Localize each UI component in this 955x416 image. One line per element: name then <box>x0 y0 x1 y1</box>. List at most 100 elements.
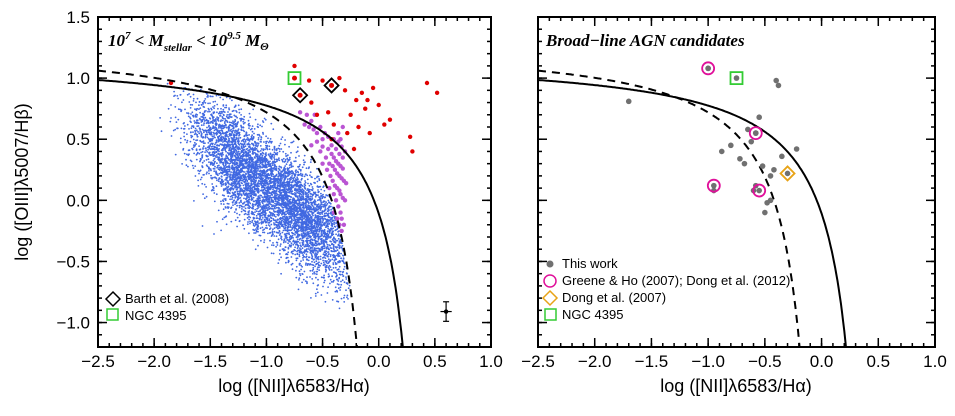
sdss-galaxy-point <box>317 211 320 213</box>
sdss-galaxy-point <box>203 183 206 186</box>
sdss-galaxy-point <box>267 204 269 207</box>
sdss-galaxy-point <box>206 126 208 129</box>
sdss-galaxy-point <box>312 264 315 267</box>
sdss-galaxy-point <box>327 199 330 202</box>
sdss-galaxy-point <box>278 165 281 168</box>
sdss-galaxy-point <box>323 209 326 212</box>
sdss-galaxy-point <box>223 122 226 124</box>
sdss-galaxy-point <box>247 212 250 214</box>
sdss-galaxy-point <box>259 124 262 127</box>
sdss-galaxy-point <box>202 145 205 148</box>
sdss-galaxy-point <box>196 97 199 100</box>
sdss-galaxy-point <box>319 255 322 258</box>
sdss-galaxy-point <box>215 127 218 130</box>
sdss-galaxy-point <box>242 202 245 205</box>
sdss-galaxy-point <box>228 141 231 143</box>
sdss-galaxy-point <box>207 131 210 134</box>
sdss-galaxy-point <box>233 180 236 183</box>
sdss-galaxy-point <box>251 134 254 137</box>
sdss-galaxy-point <box>335 289 338 292</box>
sdss-galaxy-point <box>276 198 279 201</box>
sdss-galaxy-point <box>262 231 264 234</box>
sdss-galaxy-point <box>284 152 287 155</box>
sdss-galaxy-point <box>238 147 241 150</box>
sdss-galaxy-point <box>275 235 278 238</box>
sdss-galaxy-point <box>304 161 306 164</box>
sdss-galaxy-point <box>231 168 234 170</box>
sdss-galaxy-point <box>256 220 259 223</box>
sdss-galaxy-point <box>323 247 326 250</box>
sdss-galaxy-point <box>262 189 265 191</box>
sdss-galaxy-point <box>283 213 286 216</box>
sdss-galaxy-point <box>232 109 235 112</box>
sdss-galaxy-point <box>313 261 316 264</box>
sdss-galaxy-point <box>195 119 198 122</box>
sdss-galaxy-point <box>296 216 298 219</box>
sdss-galaxy-point <box>311 278 314 280</box>
sdss-galaxy-point <box>258 155 261 158</box>
sdss-galaxy-point <box>307 235 310 238</box>
sdss-galaxy-point <box>326 202 329 205</box>
sdss-galaxy-point <box>295 202 298 205</box>
sdss-galaxy-point <box>218 172 221 175</box>
sdss-galaxy-point <box>308 184 311 187</box>
sdss-galaxy-point <box>253 132 255 135</box>
sdss-galaxy-point <box>197 179 200 182</box>
sdss-galaxy-point <box>233 136 236 138</box>
sdss-galaxy-point <box>243 178 246 181</box>
sdss-galaxy-point <box>270 217 273 220</box>
sdss-galaxy-point <box>247 142 250 145</box>
sdss-galaxy-point <box>201 112 204 115</box>
sdss-galaxy-point <box>220 153 223 156</box>
sdss-galaxy-point <box>184 108 186 111</box>
sdss-galaxy-point <box>335 222 337 225</box>
sdss-galaxy-point <box>248 215 250 218</box>
sdss-galaxy-point <box>172 129 175 132</box>
sdss-galaxy-point <box>329 278 332 281</box>
sdss-galaxy-point <box>309 236 311 239</box>
sdss-galaxy-point <box>329 255 332 258</box>
sdss-galaxy-point <box>299 244 302 247</box>
sdss-galaxy-point <box>215 177 218 180</box>
sdss-galaxy-point <box>317 214 319 217</box>
sdss-galaxy-point <box>240 210 243 213</box>
sdss-galaxy-point <box>211 183 214 185</box>
sdss-galaxy-point <box>327 227 329 230</box>
sdss-galaxy-point <box>235 178 238 181</box>
sdss-galaxy-point <box>307 182 309 185</box>
sdss-galaxy-point <box>243 206 245 208</box>
sdss-galaxy-point <box>206 151 209 153</box>
sdss-galaxy-point <box>304 192 307 194</box>
sdss-galaxy-point <box>248 205 251 208</box>
sdss-galaxy-point <box>215 120 217 122</box>
sdss-galaxy-point <box>296 253 299 256</box>
sdss-galaxy-point <box>227 182 230 185</box>
sdss-galaxy-point <box>262 131 264 134</box>
sdss-galaxy-point <box>332 281 334 283</box>
sdss-galaxy-point <box>330 221 332 223</box>
sdss-galaxy-point <box>295 265 298 268</box>
sdss-galaxy-point <box>221 194 224 197</box>
sdss-galaxy-point <box>335 233 337 236</box>
sdss-galaxy-point <box>327 266 330 269</box>
sdss-galaxy-point <box>329 216 331 219</box>
sdss-galaxy-point <box>242 126 245 128</box>
sdss-galaxy-point <box>301 239 303 242</box>
sdss-galaxy-point <box>236 122 239 125</box>
sdss-galaxy-point <box>326 243 329 246</box>
sdss-galaxy-point <box>322 285 324 288</box>
sdss-galaxy-point <box>255 176 257 179</box>
sdss-galaxy-point <box>273 205 276 207</box>
sdss-galaxy-point <box>261 217 264 219</box>
sdss-galaxy-point <box>290 161 292 164</box>
sdss-galaxy-point <box>340 257 342 260</box>
sdss-galaxy-point <box>310 230 313 233</box>
sdss-galaxy-point <box>279 142 282 145</box>
sdss-galaxy-point <box>182 149 185 151</box>
sdss-galaxy-point <box>323 200 326 203</box>
sdss-galaxy-point <box>246 147 249 150</box>
sdss-galaxy-point <box>217 135 219 138</box>
sdss-galaxy-point <box>236 116 239 119</box>
sdss-galaxy-point <box>314 292 317 295</box>
sdss-galaxy-point <box>285 163 288 166</box>
